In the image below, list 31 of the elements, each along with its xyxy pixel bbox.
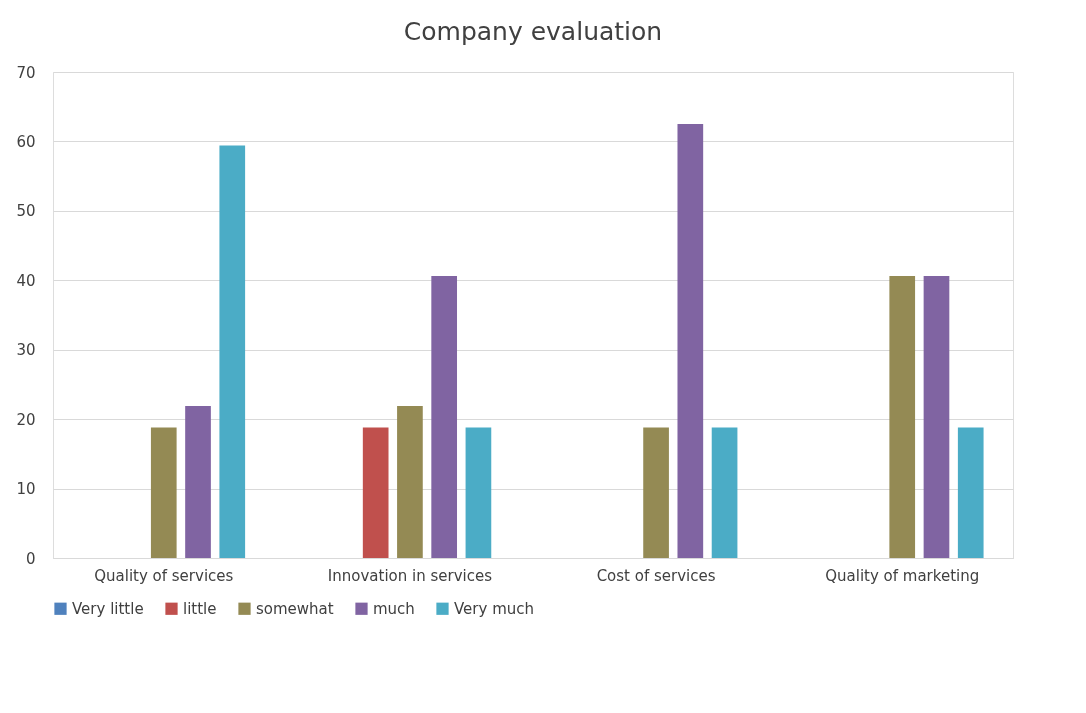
bar xyxy=(889,276,916,558)
x-tick-label: Quality of marketing xyxy=(825,566,980,585)
bar xyxy=(185,405,211,558)
y-tick-label: 30 xyxy=(16,341,36,360)
y-tick-label: 70 xyxy=(16,63,36,82)
bar xyxy=(362,427,389,558)
y-tick-label: 20 xyxy=(16,410,36,429)
y-tick-label: 60 xyxy=(16,132,36,151)
bar xyxy=(677,124,704,558)
bar xyxy=(643,427,669,558)
legend-label: much xyxy=(373,599,415,618)
bar xyxy=(711,427,738,558)
bar xyxy=(150,427,177,558)
bar xyxy=(923,276,950,558)
legend-label: Very little xyxy=(72,599,144,618)
y-tick-label: 10 xyxy=(16,480,36,499)
y-tick-label: 50 xyxy=(16,202,36,221)
legend-label: Very much xyxy=(454,599,535,618)
bar xyxy=(957,427,984,558)
legend-label: somewhat xyxy=(256,599,334,618)
x-tick-label: Quality of services xyxy=(94,566,234,585)
legend-label: little xyxy=(183,599,217,618)
bar xyxy=(397,405,423,558)
y-tick-label: 0 xyxy=(25,549,36,568)
bar xyxy=(219,145,246,558)
bar xyxy=(431,276,458,558)
chart-title: Company evaluation xyxy=(403,17,663,46)
bar xyxy=(465,427,492,558)
y-tick-label: 40 xyxy=(16,271,36,290)
x-tick-label: Innovation in services xyxy=(327,566,493,585)
x-tick-label: Cost of services xyxy=(596,566,716,585)
